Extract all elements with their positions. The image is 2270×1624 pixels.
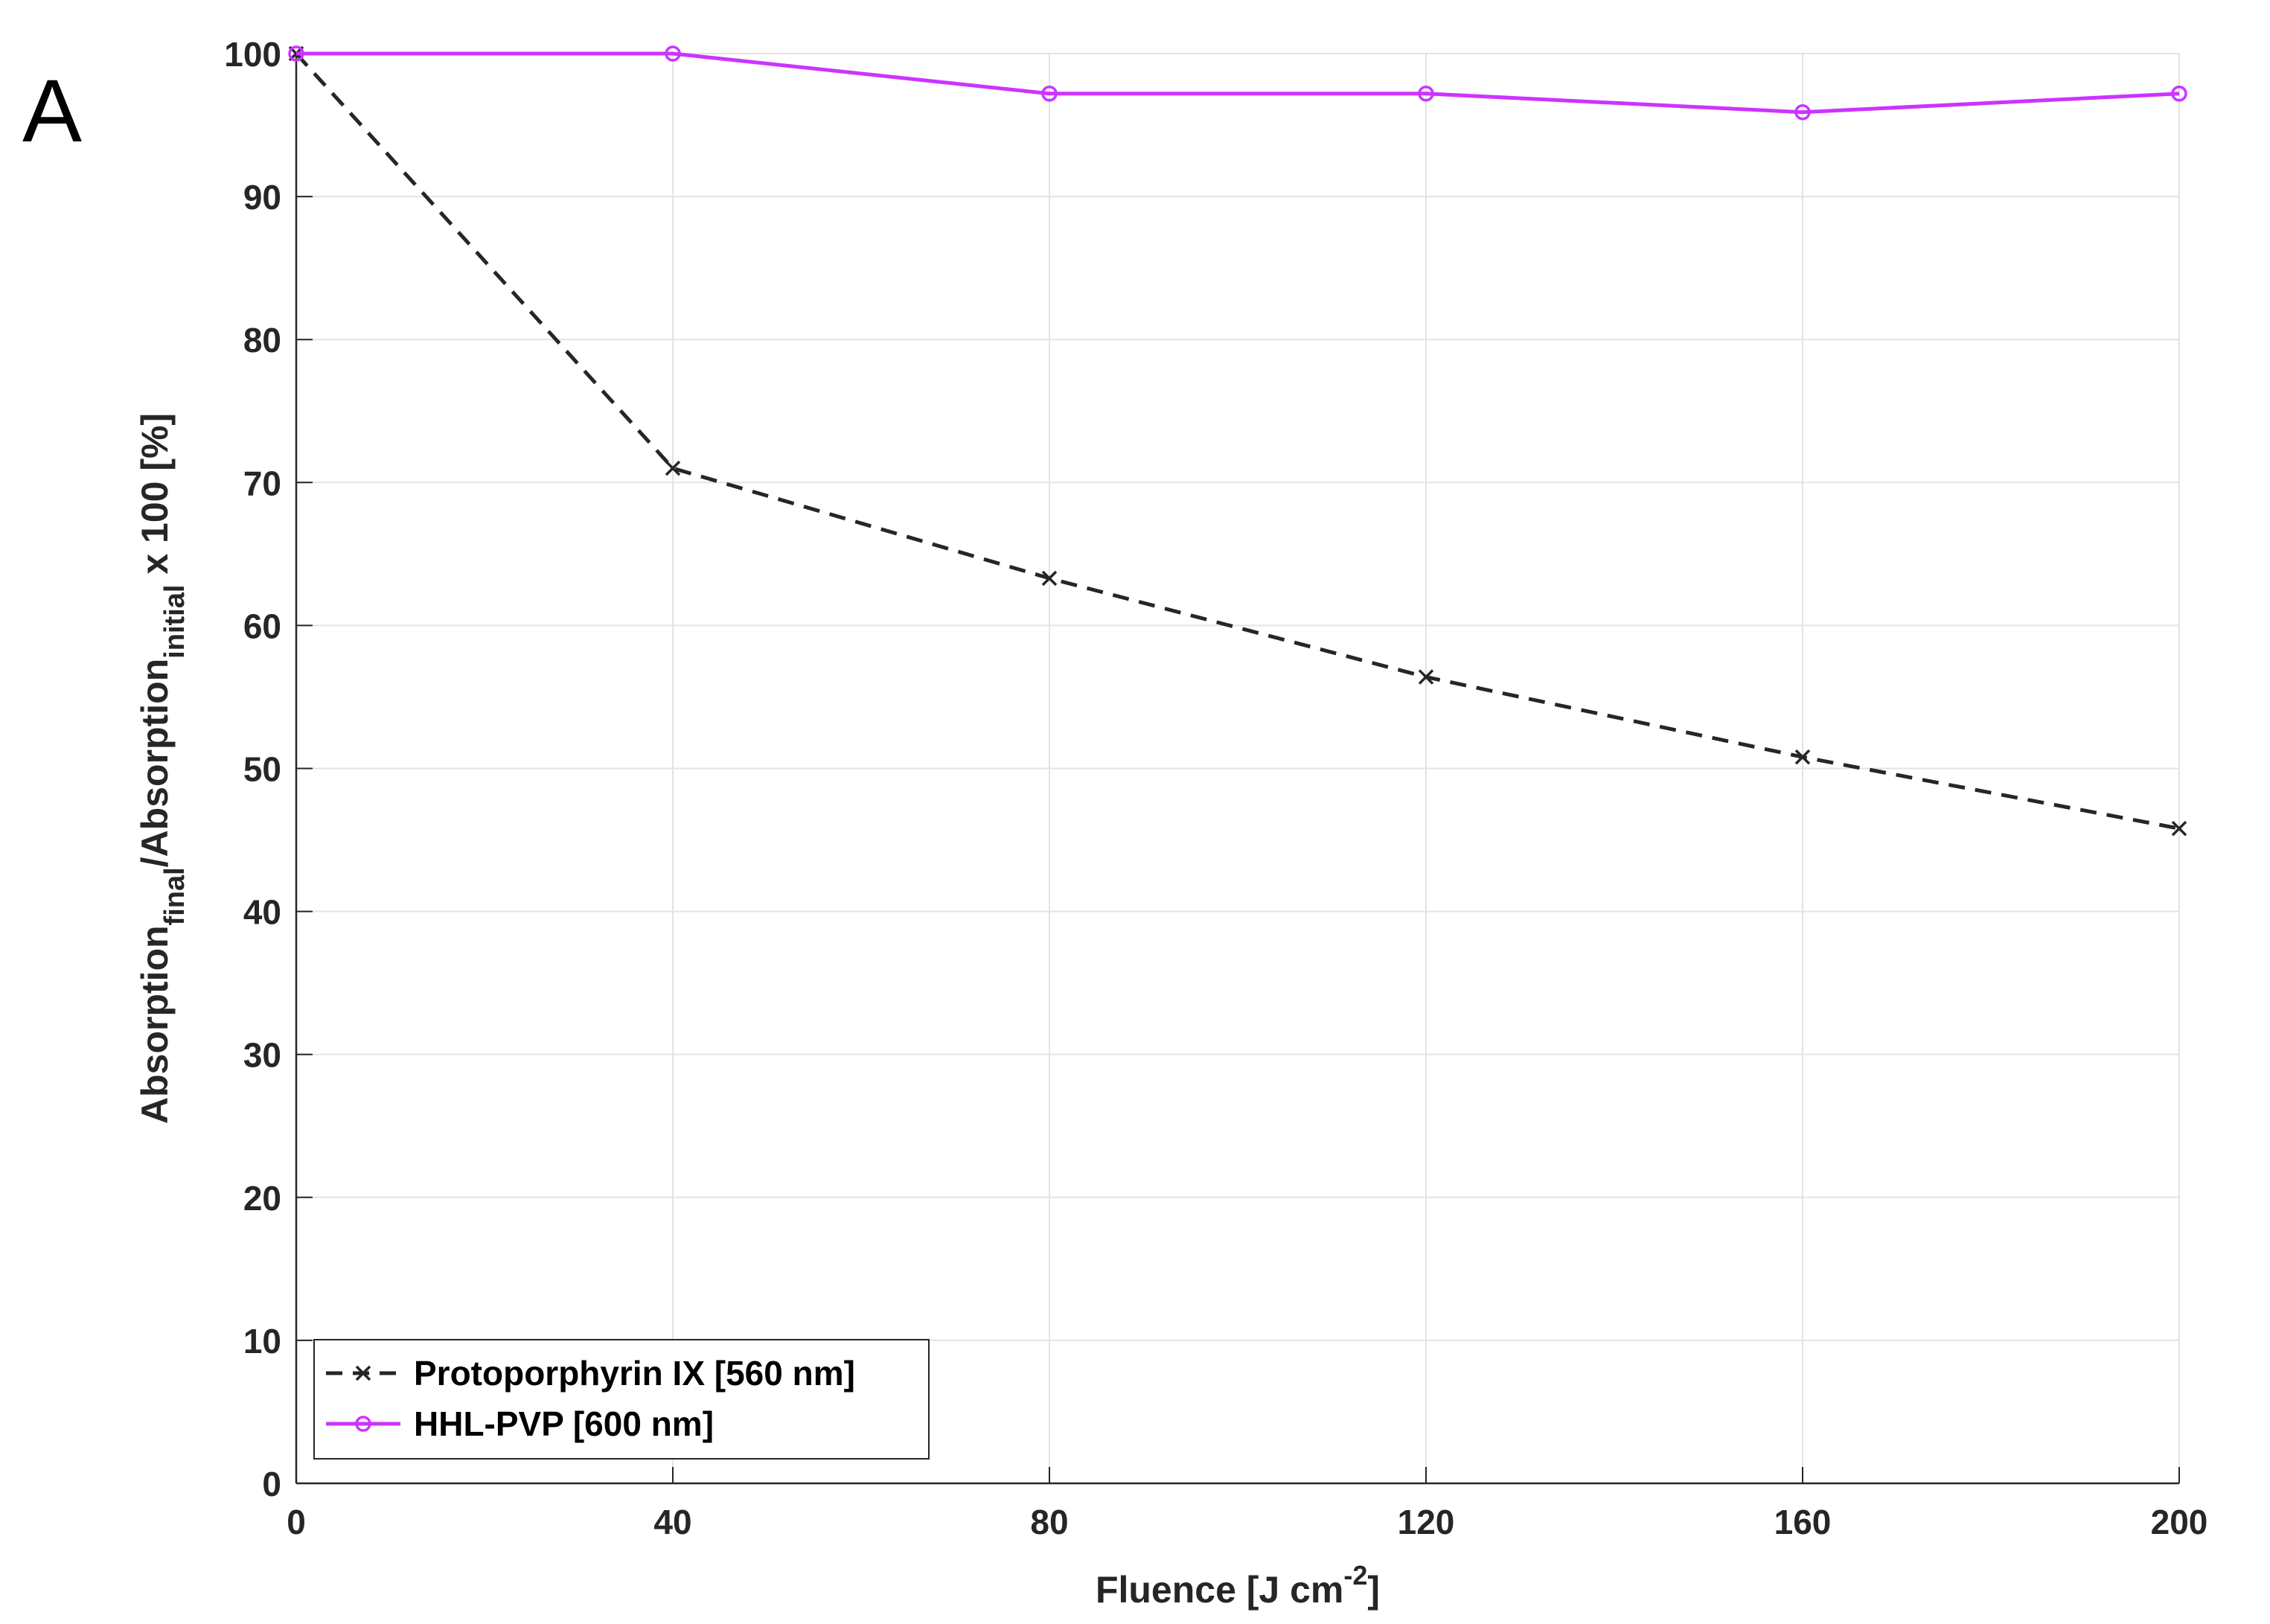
series-line [296,51,2180,115]
legend-entry-1: Protoporphyrin IX [560 nm] [326,1354,855,1393]
series-layer [288,45,2187,837]
axes [295,53,2180,1485]
data-point [1794,104,1811,121]
y-axis-label-part3: x 100 [%] [134,413,176,585]
y-axis-label-part1: Absorption [134,925,176,1124]
x-tick-label: 120 [1398,1503,1455,1541]
marker-stroke [1794,749,1811,765]
data-point [2171,820,2187,837]
y-tick-label: 50 [243,750,281,789]
x-tick-labels: 0 40 80 120 160 200 [287,1503,2207,1541]
y-tick-label: 10 [243,1322,281,1361]
marker-stroke [1418,669,1434,685]
legend-entries: Protoporphyrin IX [560 nm] HHL-PVP [600 n… [326,1354,855,1443]
y-tick-label: 40 [243,893,281,932]
legend-label: Protoporphyrin IX [560 nm] [414,1354,855,1393]
data-point [288,45,304,62]
y-tick-label: 30 [243,1036,281,1075]
legend-box [313,1339,930,1460]
legend-marker [355,1416,371,1432]
y-tick-label: 70 [243,464,281,502]
data-point [1418,669,1434,685]
x-tick-label: 40 [653,1503,691,1541]
x-axis-label-superscript: -2 [1343,1560,1367,1591]
legend-marker [355,1365,371,1381]
y-axis-label: Absorptionfinal/Absorptioninitial x 100 … [134,413,191,1124]
data-point [1041,86,1058,102]
marker-stroke [2171,820,2187,837]
data-point [1794,749,1811,765]
series-2 [288,45,2187,121]
y-axis-label-part2: /Absorption [134,659,176,868]
y-tick-label: 80 [243,321,281,359]
y-tick-label: 0 [262,1465,281,1503]
x-tick-label: 0 [287,1503,306,1541]
x-axis-label-main: Fluence [J cm [1096,1569,1343,1611]
data-point [1418,86,1434,102]
marker-stroke [355,1365,371,1381]
x-tick-label: 160 [1774,1503,1832,1541]
data-point [2171,86,2187,102]
y-tick-label: 60 [243,607,281,645]
marker-stroke [665,460,681,476]
data-point [665,45,681,62]
panel-label: A [22,61,82,161]
x-tick-label: 200 [2151,1503,2208,1541]
y-axis-label-sub2: initial [159,585,191,659]
marker-stroke [1041,570,1058,586]
y-tick-label: 20 [243,1179,281,1218]
x-axis-label: Fluence [J cm-2] [1096,1560,1380,1611]
data-point [1041,570,1058,586]
y-tick-label: 100 [224,35,281,74]
x-tick-label: 80 [1030,1503,1068,1541]
series-line [295,52,2180,831]
y-tick-labels: 0 10 20 30 40 50 60 70 80 90 100 [224,35,281,1503]
y-axis-label-sub1: final [159,867,191,925]
data-point [665,460,681,476]
y-tick-label: 90 [243,178,281,217]
legend-entry-2: HHL-PVP [600 nm] [326,1404,714,1443]
legend: Protoporphyrin IX [560 nm] HHL-PVP [600 n… [313,1339,930,1460]
legend-label: HHL-PVP [600 nm] [414,1404,714,1443]
x-axis-label-tail: ] [1367,1569,1380,1611]
